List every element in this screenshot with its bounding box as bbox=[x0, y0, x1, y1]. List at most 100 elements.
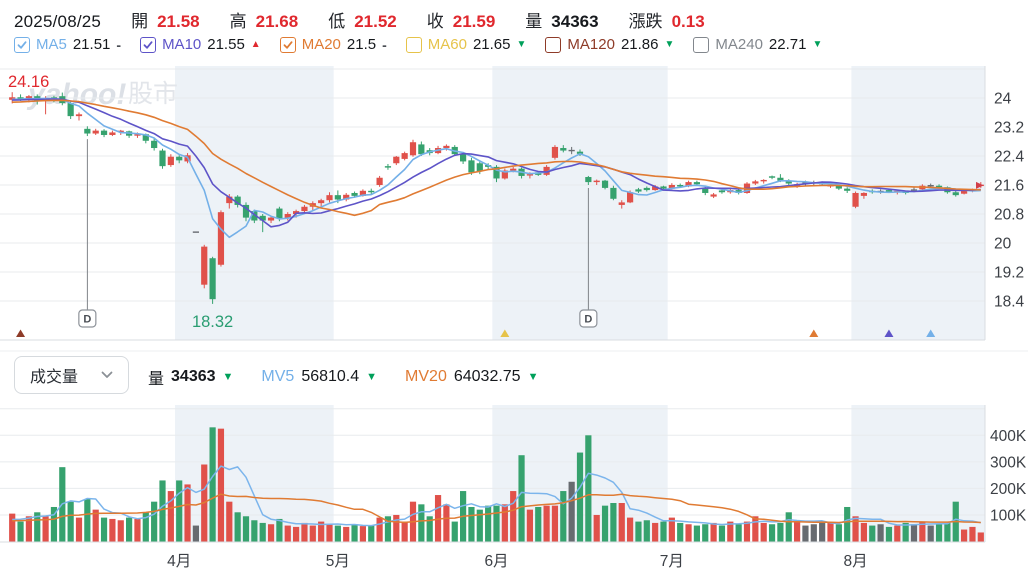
month-label: 4月 bbox=[167, 553, 191, 570]
price-axis-label: 18.4 bbox=[994, 294, 1025, 311]
checkbox-unchecked-icon[interactable] bbox=[405, 36, 422, 53]
date-label: 2025/08/25 bbox=[14, 12, 102, 31]
field-value: 21.52 bbox=[354, 12, 397, 31]
ma-value: 21.5 bbox=[346, 36, 377, 53]
ohlc-field: 量 34363 bbox=[525, 7, 598, 32]
signal-triangle-icon bbox=[926, 329, 936, 337]
mv-label: 量 bbox=[148, 371, 165, 388]
ma-toggle-ma20[interactable]: MA20 21.5- bbox=[279, 36, 387, 53]
field-value: 34363 bbox=[551, 12, 599, 31]
price-annotations: 24.16 18.32 bbox=[8, 73, 984, 331]
ma-label: MA20 bbox=[301, 36, 341, 53]
mv20-line bbox=[12, 493, 981, 524]
last-price-arrow-icon bbox=[976, 181, 984, 189]
month-label: 5月 bbox=[326, 553, 350, 570]
ma-label: MA60 bbox=[427, 36, 467, 53]
month-label: 8月 bbox=[843, 553, 867, 570]
field-label: 開 bbox=[131, 12, 149, 31]
mv-value: 34363 bbox=[171, 368, 216, 385]
ma-label: MA240 bbox=[715, 36, 763, 53]
ohlc-fields: 開 21.58 高 21.68 低 21.52 收 21.59 量 34363 漲跌 0.13 bbox=[131, 7, 705, 32]
ma-value: 21.65 bbox=[472, 36, 511, 53]
indicator-dropdown-label: 成交量 bbox=[30, 369, 79, 386]
trend-flat-icon: - bbox=[116, 36, 122, 53]
period-low-label: 18.32 bbox=[192, 313, 233, 331]
price-axis-label: 23.2 bbox=[994, 120, 1024, 137]
dividend-badge bbox=[78, 309, 97, 328]
trend-down-icon: ▼ bbox=[222, 370, 234, 383]
ma-label: MA10 bbox=[162, 36, 202, 53]
mv5-line bbox=[12, 465, 981, 527]
ma-toggle-ma60[interactable]: MA60 21.65 ▼ bbox=[405, 36, 527, 53]
indicator-dropdown[interactable]: 成交量 bbox=[14, 356, 129, 394]
svg-text:D: D bbox=[83, 314, 91, 326]
ma-toggle-ma10[interactable]: MA10 21.55 ▲ bbox=[140, 36, 261, 53]
ohlc-header: 2025/08/25 開 21.58 高 21.68 低 21.52 收 21.59 量 3436… bbox=[14, 7, 705, 32]
volume-axis-label: 400K bbox=[990, 428, 1027, 445]
ma-value: 21.86 bbox=[620, 36, 659, 53]
price-axis-label: 19.2 bbox=[994, 265, 1024, 282]
volume-legend-item: MV20 64032.75 ▼ bbox=[405, 368, 538, 386]
trend-down-icon: ▼ bbox=[664, 38, 675, 50]
field-label: 量 bbox=[525, 12, 543, 31]
field-label: 收 bbox=[426, 12, 444, 31]
svg-text:D: D bbox=[584, 314, 592, 326]
month-label: 7月 bbox=[660, 553, 684, 570]
chevron-down-icon bbox=[101, 371, 113, 378]
ma-toggle-ma5[interactable]: MA5 21.51- bbox=[14, 36, 121, 53]
field-label: 低 bbox=[328, 12, 346, 31]
ma-value: 21.55 bbox=[207, 36, 245, 53]
mv-lines bbox=[12, 465, 981, 527]
ma-label: MA5 bbox=[36, 36, 67, 53]
checkbox-checked-icon[interactable] bbox=[14, 36, 30, 53]
ma-value: 22.71 bbox=[768, 36, 807, 53]
trend-down-icon: ▼ bbox=[366, 370, 378, 383]
month-bands bbox=[175, 66, 985, 542]
checkbox-checked-icon[interactable] bbox=[140, 36, 157, 53]
mv-value: 64032.75 bbox=[453, 368, 521, 385]
signal-triangle-icon bbox=[884, 329, 894, 337]
period-high-label: 24.16 bbox=[8, 73, 49, 91]
ohlc-field: 收 21.59 bbox=[427, 7, 496, 32]
field-label: 高 bbox=[229, 12, 247, 31]
mv-label: MV5 bbox=[261, 368, 295, 385]
trend-up-icon: ▲ bbox=[250, 38, 261, 50]
ma10-line bbox=[12, 98, 981, 228]
volume-legend: 量 34363 ▼ MV5 56810.4 ▼ MV20 64032.75 ▼ bbox=[148, 365, 538, 389]
ma-lines bbox=[12, 97, 981, 239]
mv-label: MV20 bbox=[405, 368, 447, 385]
svg-text:股市: 股市 bbox=[128, 80, 178, 108]
trend-down-icon: ▼ bbox=[527, 370, 539, 383]
price-axis-label: 20.8 bbox=[994, 207, 1024, 224]
ohlc-field: 低 21.52 bbox=[328, 7, 397, 32]
volume-axis-label: 100K bbox=[990, 507, 1027, 524]
ma-toggle-ma240[interactable]: MA240 22.71 ▼ bbox=[693, 36, 822, 53]
yahoo-watermark: yahoo! 股市 bbox=[26, 78, 178, 111]
ohlc-field: 開 21.58 bbox=[131, 7, 200, 32]
signal-triangle-icon bbox=[16, 329, 26, 337]
ma-toggle-ma120[interactable]: MA120 21.86 ▼ bbox=[545, 36, 674, 53]
price-axis-label: 20 bbox=[994, 236, 1012, 253]
signal-triangles bbox=[16, 329, 936, 337]
trend-down-icon: ▼ bbox=[812, 38, 823, 50]
field-value: 21.59 bbox=[452, 12, 496, 31]
volume-legend-item: 量 34363 ▼ bbox=[148, 365, 233, 389]
ma-value: 21.51 bbox=[72, 36, 111, 53]
ma20-line bbox=[12, 99, 981, 217]
field-value: 0.13 bbox=[671, 12, 705, 31]
signal-triangle-icon bbox=[809, 329, 819, 337]
volume-axis-label: 200K bbox=[990, 481, 1027, 498]
ma-label: MA120 bbox=[567, 36, 615, 53]
trend-flat-icon: - bbox=[382, 36, 387, 53]
ma-legend: MA5 21.51- MA10 21.55 ▲ MA20 21.5- MA60 21.65 ▼ MA… bbox=[14, 36, 822, 53]
checkbox-unchecked-icon[interactable] bbox=[545, 36, 562, 53]
ohlc-field: 高 21.68 bbox=[230, 7, 299, 32]
ohlc-field: 漲跌 0.13 bbox=[629, 7, 705, 32]
checkbox-checked-icon[interactable] bbox=[279, 36, 296, 53]
field-value: 21.58 bbox=[157, 12, 200, 31]
trend-down-icon: ▼ bbox=[516, 38, 527, 50]
signal-triangle-icon bbox=[500, 329, 510, 337]
checkbox-unchecked-icon[interactable] bbox=[693, 36, 710, 53]
